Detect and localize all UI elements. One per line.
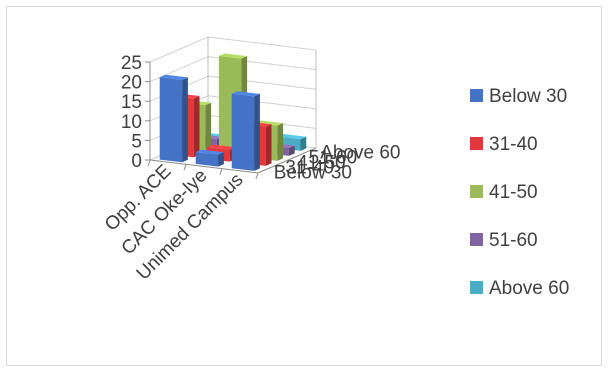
bar: [195, 149, 224, 167]
legend-item: Below 30: [470, 86, 567, 107]
depth-tick-label: Below 30: [274, 163, 352, 184]
x-tick-mark: [147, 159, 151, 167]
bar-side-face: [182, 77, 188, 163]
legend-label: Below 30: [489, 86, 567, 107]
legend-item: 31-40: [470, 134, 538, 155]
bar-top-face: [159, 74, 188, 80]
legend-item: 41-50: [470, 182, 538, 203]
legend-swatch: [470, 89, 483, 102]
depth-tick-label: 41-50: [297, 153, 346, 174]
y-tick-label: 15: [121, 92, 142, 113]
bar-front-face: [195, 152, 219, 167]
bar-side-face: [218, 152, 224, 167]
legend-label: Above 60: [489, 278, 569, 299]
y-tick-label: 20: [121, 73, 142, 94]
y-tick-label: 25: [121, 53, 142, 74]
bar: [159, 74, 188, 163]
legend-label: 51-60: [489, 230, 538, 251]
bar-front-face: [159, 77, 183, 163]
bar-side-face: [205, 102, 212, 153]
bar-top-face: [231, 91, 260, 97]
depth-tick-label: 31-40: [285, 158, 334, 179]
bar-front-face: [231, 93, 255, 171]
bar-top-face: [278, 134, 307, 140]
bar-top-face: [254, 120, 284, 126]
bar-side-face: [288, 145, 295, 156]
legend-swatch: [470, 233, 483, 246]
bar-side-face: [265, 124, 272, 166]
y-tick-label: 0: [131, 151, 142, 172]
bar: [231, 91, 260, 171]
axes: [145, 61, 317, 180]
legend-swatch: [470, 281, 483, 294]
legend: Below 30 31-40 41-50 51-60 Above 60: [470, 86, 569, 299]
y-tick-label: 10: [121, 112, 142, 133]
legend-item: 51-60: [470, 230, 538, 251]
bar-top-face: [218, 53, 248, 59]
x-tick-mark: [219, 168, 223, 175]
x-tick-mark: [183, 164, 187, 171]
legend-label: 41-50: [489, 182, 538, 203]
depth-axis-line: [257, 147, 317, 174]
x-tick-mark: [255, 172, 259, 180]
y-tick-label: 5: [131, 131, 142, 152]
bar-side-face: [193, 96, 200, 158]
depth-tick-label: 51-60: [309, 148, 358, 169]
x-axis-line: [149, 159, 259, 174]
legend-label: 31-40: [489, 134, 538, 155]
legend-swatch: [470, 137, 483, 150]
bar-top-face: [207, 144, 236, 150]
bar-side-face: [254, 93, 260, 171]
bars: [159, 53, 307, 171]
depth-tick-label: Above 60: [320, 143, 400, 164]
bar-side-face: [277, 123, 284, 161]
bar-side-face: [300, 136, 307, 151]
legend-swatch: [470, 185, 483, 198]
bar-top-face: [195, 149, 224, 155]
legend-item: Above 60: [470, 278, 569, 299]
